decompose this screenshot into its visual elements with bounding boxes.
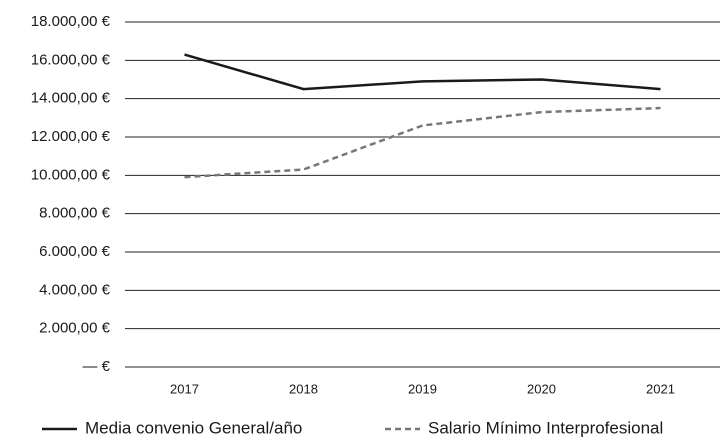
- x-tick-label: 2019: [408, 381, 437, 396]
- y-tick-label: 8.000,00 €: [39, 205, 111, 222]
- legend-label: Media convenio General/año: [85, 418, 302, 437]
- y-tick-label: 6.000,00 €: [39, 243, 111, 260]
- y-tick-label: 18.000,00 €: [31, 13, 111, 30]
- legend-label: Salario Mínimo Interprofesional: [428, 418, 663, 437]
- series-line: [184, 53, 661, 91]
- series-line: [184, 106, 661, 179]
- y-tick-label: 4.000,00 €: [39, 281, 111, 298]
- y-tick-label: 10.000,00 €: [31, 166, 111, 183]
- y-tick-label: 2.000,00 €: [39, 320, 111, 337]
- y-tick-label: — €: [82, 358, 110, 375]
- y-tick-label: 14.000,00 €: [31, 90, 111, 107]
- y-tick-label: 16.000,00 €: [31, 51, 111, 68]
- x-tick-label: 2021: [646, 381, 675, 396]
- y-tick-label: 12.000,00 €: [31, 128, 111, 145]
- x-tick-label: 2017: [170, 381, 199, 396]
- x-tick-label: 2018: [289, 381, 318, 396]
- x-tick-label: 2020: [527, 381, 556, 396]
